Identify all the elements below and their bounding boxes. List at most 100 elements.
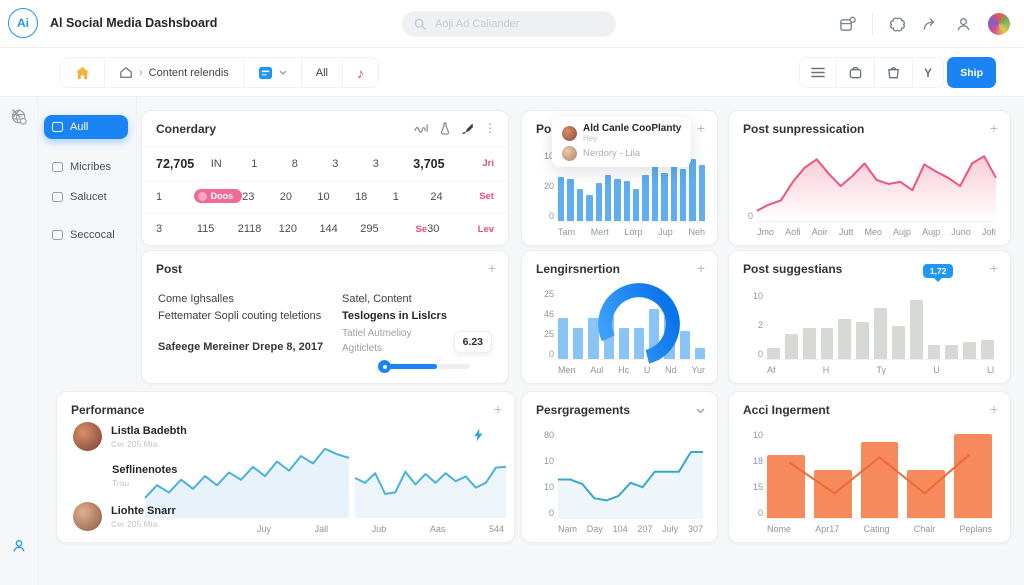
- sidebar-item-aull[interactable]: Aull: [44, 115, 128, 139]
- breadcrumb-label: Content relendis: [148, 66, 229, 79]
- chevron-down-icon[interactable]: [696, 401, 705, 417]
- conerdary-actions: ⋮: [414, 121, 496, 135]
- plus-icon[interactable]: +: [493, 401, 502, 417]
- bar-tooltip: 1,72: [922, 264, 954, 283]
- flask-icon[interactable]: [439, 121, 451, 135]
- card-title: Pesrgragements: [536, 403, 631, 417]
- card-title: Post suggestians: [743, 262, 843, 276]
- post-left-text: Come Ighsalles Fettemater Sopli couting …: [158, 293, 322, 322]
- post-right-subtext: Tatiel Autmelioy Agiticlets: [342, 328, 412, 354]
- bar-line-chart: 10 18 15 0 Nome Apr17 Cating Chalr Peplans: [752, 430, 992, 534]
- slider-handle[interactable]: [378, 360, 391, 373]
- table-row: 3 115 2118 120 144 295 Se 30 Lev: [142, 212, 508, 245]
- value-badge: 6.23: [453, 331, 492, 353]
- plus-icon[interactable]: +: [487, 260, 496, 276]
- performance-line-chart: [145, 436, 349, 518]
- breadcrumb-path[interactable]: › Content relendis: [105, 58, 244, 87]
- card-title: Post: [156, 262, 183, 276]
- chart-tooltip: Ald Canle CooPlanty Hey Nerdory - Lila: [552, 117, 692, 167]
- sidebar-item-seccocal[interactable]: Seccocal: [44, 223, 128, 247]
- performance-person[interactable]: Seflinenotes Trau: [112, 464, 178, 488]
- avatar: [562, 125, 577, 141]
- plus-icon[interactable]: +: [989, 260, 998, 276]
- hamburger-icon: [811, 67, 825, 78]
- handbag-icon: [849, 66, 862, 79]
- tote-button[interactable]: [875, 58, 913, 87]
- calendar-filter[interactable]: [244, 58, 302, 87]
- y-button[interactable]: Y: [923, 65, 932, 80]
- app-title: Al Social Media Dashsboard: [50, 16, 218, 30]
- avatar: [73, 422, 102, 451]
- card-title: Lengirsnertion: [536, 262, 621, 276]
- sidebar: Aull Micribes Salucet Seccocal: [38, 97, 137, 385]
- chevron-right-icon: ›: [139, 66, 143, 79]
- card-icon: [52, 162, 63, 172]
- conerdary-card: Conerdary ⋮ 72,705 IN 1 8 3 3 3,705 Jri 1 Doos 23 2…: [141, 110, 509, 246]
- post-card: Post + Come Ighsalles Fettemater Sopli c…: [141, 250, 509, 384]
- acci-ingerment-card: Acci Ingerment + 10 18 15 0 Nome Apr17 Cating…: [728, 391, 1011, 543]
- ship-button[interactable]: Ship: [947, 57, 996, 88]
- tote-bag-icon: [888, 67, 899, 79]
- home-tab[interactable]: [61, 58, 105, 87]
- box-icon: [52, 230, 63, 240]
- post-slider[interactable]: [378, 360, 470, 373]
- user-icon[interactable]: [955, 16, 972, 33]
- card-title: Post sunpressication: [743, 122, 865, 136]
- conerdary-table: 72,705 IN 1 8 3 3 3,705 Jri 1 Doos 23 20 10 18 1 24 Set 3…: [142, 147, 508, 245]
- menu-button[interactable]: [800, 58, 837, 87]
- plus-icon[interactable]: +: [696, 120, 705, 136]
- kebab-icon[interactable]: ⋮: [484, 121, 496, 135]
- performance-person[interactable]: Liohte Snarr Cer 205 Mia: [73, 502, 176, 531]
- bolt-icon: [473, 428, 484, 447]
- post-right-text: Satel, Content Teslogens in Lislcrs: [342, 293, 447, 322]
- house-icon: [120, 66, 132, 78]
- app-logo[interactable]: Ai: [8, 8, 38, 38]
- profile-icon[interactable]: [11, 538, 27, 559]
- plus-icon[interactable]: +: [989, 401, 998, 417]
- avatar: [73, 502, 102, 531]
- performance-card: Performance + Listla Badebth Cer 205 Mia…: [56, 391, 515, 543]
- handbag-button[interactable]: [837, 58, 875, 87]
- sticker-icon[interactable]: [889, 16, 906, 33]
- performance-person[interactable]: Listla Badebth Cer 205 Mia: [73, 422, 187, 451]
- search-icon: [414, 18, 426, 30]
- post-sunpressication-card: Post sunpressication + 0 Jmo Aofi Aoir Jutt…: [728, 110, 1011, 246]
- slider-fill: [382, 364, 437, 369]
- area-chart: 0 Jmo Aofi Aoir Jutt Meo Aujp Aujp Juno Jofi: [739, 149, 996, 237]
- area-chart: 80 10 10 0 Nam Day 104 207 July 307: [543, 430, 703, 534]
- performance-axis: Juy Jall Jub Aas 544: [257, 524, 504, 534]
- post-suggestions-card: Post suggestions + Ald Canle CooPlanty H…: [521, 110, 718, 246]
- globe-clock-icon[interactable]: [10, 108, 29, 127]
- wave-icon[interactable]: [414, 122, 429, 134]
- view-controls: Y: [798, 57, 944, 88]
- left-rail: ✕: [0, 97, 38, 585]
- plus-icon[interactable]: +: [696, 260, 705, 276]
- bar-chart: 10 20 0 Tam Mert Lorp Jup Neh: [543, 151, 705, 237]
- top-header: Ai Al Social Media Dashsboard: [0, 0, 1024, 48]
- user-avatar[interactable]: [988, 13, 1010, 35]
- plus-icon[interactable]: +: [989, 120, 998, 136]
- page-icon: [52, 192, 63, 202]
- search-input[interactable]: [433, 17, 593, 31]
- chevron-down-icon: [279, 70, 287, 75]
- filter-all[interactable]: All: [302, 58, 344, 87]
- card-title: Acci Ingerment: [743, 403, 830, 417]
- close-icon[interactable]: ✕: [10, 106, 23, 123]
- breadcrumb: › Content relendis All ♪: [60, 57, 380, 88]
- search-bar[interactable]: [402, 11, 616, 37]
- pen-icon[interactable]: [461, 122, 474, 135]
- card-title: Performance: [71, 403, 145, 417]
- card-title: Conerdary: [156, 122, 217, 136]
- table-row: 72,705 IN 1 8 3 3 3,705 Jri: [142, 147, 508, 180]
- sidebar-item-salucet[interactable]: Salucet: [44, 185, 128, 209]
- toolbar: › Content relendis All ♪ Y: [0, 48, 1024, 125]
- calendar-icon: [258, 66, 272, 80]
- sidebar-item-micribes[interactable]: Micribes: [44, 155, 128, 179]
- music-filter[interactable]: ♪: [357, 64, 365, 81]
- doos-badge: Doos: [193, 189, 243, 204]
- lengirsnertion-card: Lengirsnertion + 25 46 25 0 Men Aul Hc U Nd Yur: [521, 250, 718, 384]
- calendar-badge-icon[interactable]: [839, 16, 856, 33]
- share-icon[interactable]: [922, 16, 939, 33]
- post-left-date: Safeege Mereiner Drepe 8, 2017: [158, 341, 324, 353]
